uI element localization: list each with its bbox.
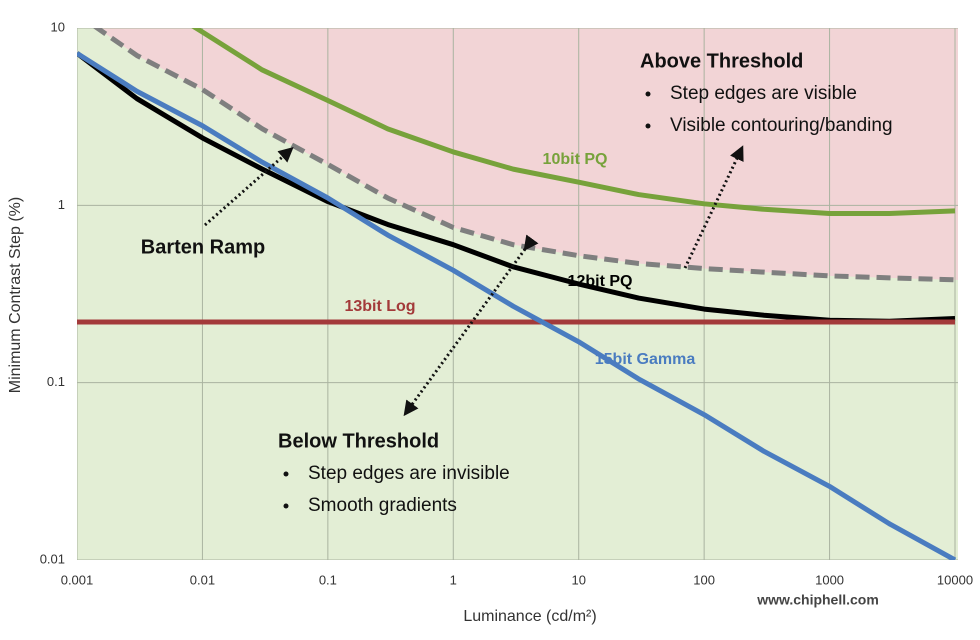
x-tick-label: 1000: [815, 572, 844, 587]
annotation-bullet: Smooth gradients: [308, 495, 457, 516]
x-tick-label: 100: [693, 572, 715, 587]
overlay: Barten Ramp 10bit PQ 12bit PQ 13bit Log 15bi…: [141, 50, 893, 516]
x-tick-label: 0.001: [61, 572, 94, 587]
x-tick-label: 10000: [937, 572, 973, 587]
bullet-dot: [283, 471, 289, 477]
annotation-title: Below Threshold: [278, 430, 439, 452]
y-tick-label: 0.01: [40, 551, 65, 566]
annotation-bullet: Step edges are invisible: [308, 463, 510, 484]
annotation-title: Above Threshold: [640, 50, 803, 72]
series-label: 15bit Gamma: [595, 351, 696, 368]
x-tick-label: 0.01: [190, 572, 215, 587]
y-tick-label: 0.1: [47, 374, 65, 389]
annotation-bullet: Step edges are visible: [670, 83, 857, 104]
bullet-dot: [645, 91, 651, 97]
arrow: [403, 234, 539, 417]
series-label: Barten Ramp: [141, 236, 265, 258]
arrow: [204, 147, 294, 227]
series-line: [191, 28, 956, 216]
y-tick-label: 10: [51, 19, 65, 34]
annotation-bullet: Visible contouring/banding: [670, 115, 893, 136]
series-label: 10bit PQ: [543, 151, 608, 168]
bullet-dot: [283, 503, 289, 509]
y-tick-label: 1: [58, 197, 65, 212]
x-tick-label: 1: [450, 572, 457, 587]
series-label: 12bit PQ: [568, 273, 633, 290]
watermark: www.chiphell.com: [756, 592, 879, 608]
x-axis-title: Luminance (cd/m²): [463, 608, 596, 625]
x-tick-label: 10: [571, 572, 585, 587]
y-axis-title: Minimum Contrast Step (%): [7, 197, 24, 394]
x-tick-label: 0.1: [319, 572, 337, 587]
series-label: 13bit Log: [344, 298, 415, 315]
above-region: [77, 28, 958, 280]
arrow: [683, 145, 744, 269]
bullet-dot: [645, 123, 651, 129]
